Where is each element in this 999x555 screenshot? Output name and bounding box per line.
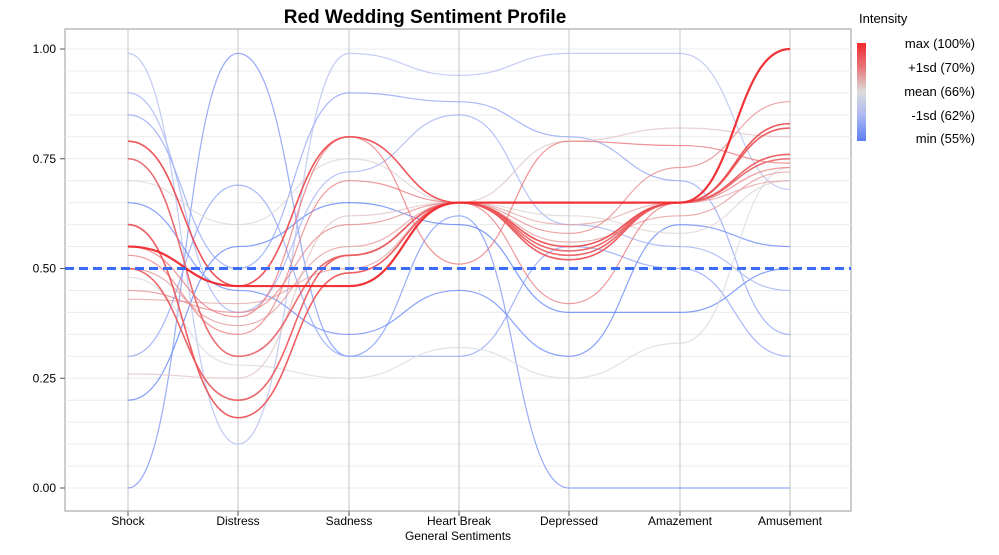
x-tick-label: Sadness <box>326 514 373 528</box>
series-layer <box>127 47 791 489</box>
legend-label: min (55%) <box>916 131 975 146</box>
x-axis-title: General Sentiments <box>405 529 511 543</box>
legend-gradient-bar <box>857 43 866 141</box>
series-line <box>127 136 791 318</box>
series-line <box>127 47 791 288</box>
series-line <box>127 202 791 357</box>
y-tick-label: 1.00 <box>33 42 57 56</box>
y-tick-label: 0.50 <box>33 262 57 276</box>
x-tick-label: Shock <box>111 514 145 528</box>
y-tick-label: 0.75 <box>33 152 57 166</box>
series-line <box>127 166 791 379</box>
legend-label: max (100%) <box>905 36 975 51</box>
y-tick-label: 0.25 <box>33 371 57 385</box>
series-line <box>127 184 791 357</box>
chart-title: Red Wedding Sentiment Profile <box>284 7 567 28</box>
legend: Intensity max (100%) +1sd (70%) mean (66%)… <box>857 11 975 146</box>
series-line <box>127 202 791 401</box>
legend-title: Intensity <box>859 11 908 26</box>
series-line <box>127 92 791 314</box>
series-line <box>127 52 790 489</box>
x-tick-label: Distress <box>216 514 259 528</box>
x-tick-label: Heart Break <box>427 514 492 528</box>
legend-label: +1sd (70%) <box>908 60 975 75</box>
legend-label: mean (66%) <box>904 84 975 99</box>
series-line <box>127 92 791 335</box>
x-tick-label: Depressed <box>540 514 598 528</box>
x-tick-label: Amazement <box>648 514 713 528</box>
series-line <box>127 52 791 445</box>
x-tick-label: Amusement <box>758 514 823 528</box>
y-tick-label: 0.00 <box>33 481 57 495</box>
legend-label: -1sd (62%) <box>911 108 975 123</box>
axes: 0.00 0.25 0.50 0.75 1.00 Shock Distress Sadness… <box>33 42 823 528</box>
